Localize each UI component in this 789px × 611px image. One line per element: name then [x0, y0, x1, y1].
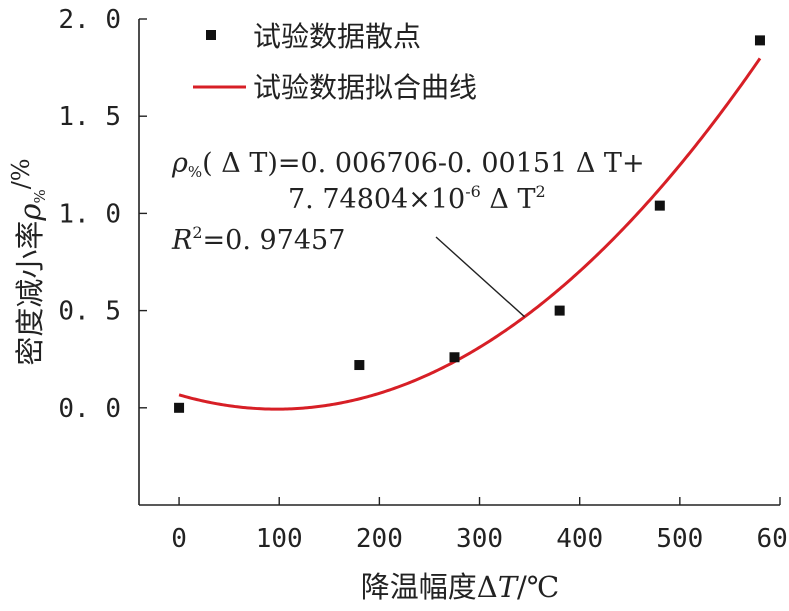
- y-axis-label: 密度减小率ρ%/%: [7, 158, 49, 365]
- y-tick-label: 1. 5: [58, 102, 121, 132]
- scatter-points: [174, 35, 765, 413]
- x-tick-label: 400: [556, 524, 603, 554]
- scatter-point: [174, 402, 185, 413]
- legend-scatter-label: 试验数据散点: [253, 20, 421, 53]
- equation-exponent: -6: [465, 182, 481, 201]
- x-axis-label-unit: /℃: [517, 570, 559, 604]
- equation-square: 2: [536, 182, 546, 201]
- scatter-point: [654, 200, 665, 211]
- equation-line-2: 7. 74804×10-6 Δ T2: [288, 182, 546, 215]
- r-squared-value: =0. 97457: [203, 225, 346, 256]
- x-tick-label: 500: [656, 524, 703, 554]
- equation-line-1-text: ( Δ T)=0. 006706-0. 00151 Δ T+: [202, 148, 644, 179]
- scatter-point: [754, 35, 765, 46]
- fit-curve: [178, 57, 762, 411]
- annotation-leader-line: [435, 236, 526, 318]
- x-tick-label: 100: [256, 524, 303, 554]
- x-axis-label-var: T: [498, 570, 520, 604]
- equation-line-1: ρ%( Δ T)=0. 006706-0. 00151 Δ T+: [171, 148, 645, 181]
- x-tick-label: 600: [757, 524, 789, 554]
- y-tick-label: 0. 5: [58, 297, 121, 327]
- equation-line-2-tail: Δ T: [481, 184, 536, 215]
- equation-annotation: ρ%( Δ T)=0. 006706-0. 00151 Δ T+ 7. 7480…: [171, 148, 645, 318]
- equation-rho: ρ: [171, 148, 188, 179]
- scatter-point: [449, 352, 460, 363]
- legend: 试验数据散点 试验数据拟合曲线: [193, 20, 477, 104]
- scatter-point: [554, 305, 565, 316]
- x-tick-label: 300: [456, 524, 503, 554]
- y-tick-label: 1. 0: [58, 199, 121, 229]
- y-axis-label-pre: 密度减小率: [13, 221, 47, 366]
- r-squared-var: R: [171, 225, 192, 256]
- y-ticks: 0. 0 0. 5 1. 0 1. 5 2. 0: [58, 5, 147, 424]
- y-axis-label-unit: /%: [7, 158, 35, 189]
- x-tick-label: 0: [171, 524, 187, 554]
- legend-scatter-marker: [206, 30, 216, 40]
- x-ticks: 0 100 200 300 400 500 600: [171, 497, 789, 554]
- scatter-point: [354, 360, 365, 371]
- r-squared-exp: 2: [192, 223, 202, 242]
- y-tick-label: 2. 0: [58, 5, 121, 35]
- y-axis-label-sub: %: [31, 189, 49, 203]
- equation-rho-subscript: %: [188, 163, 202, 181]
- y-tick-label: 0. 0: [58, 394, 121, 424]
- x-axis-label-pre: 降温幅度Δ: [361, 570, 498, 604]
- r-squared: R2=0. 97457: [171, 223, 345, 256]
- legend-curve-label: 试验数据拟合曲线: [253, 71, 477, 104]
- x-axis-label: 降温幅度ΔT/℃: [361, 570, 560, 604]
- x-tick-label: 200: [356, 524, 403, 554]
- equation-line-2-text: 7. 74804×10: [288, 184, 465, 215]
- y-axis-label-var: ρ: [13, 204, 47, 222]
